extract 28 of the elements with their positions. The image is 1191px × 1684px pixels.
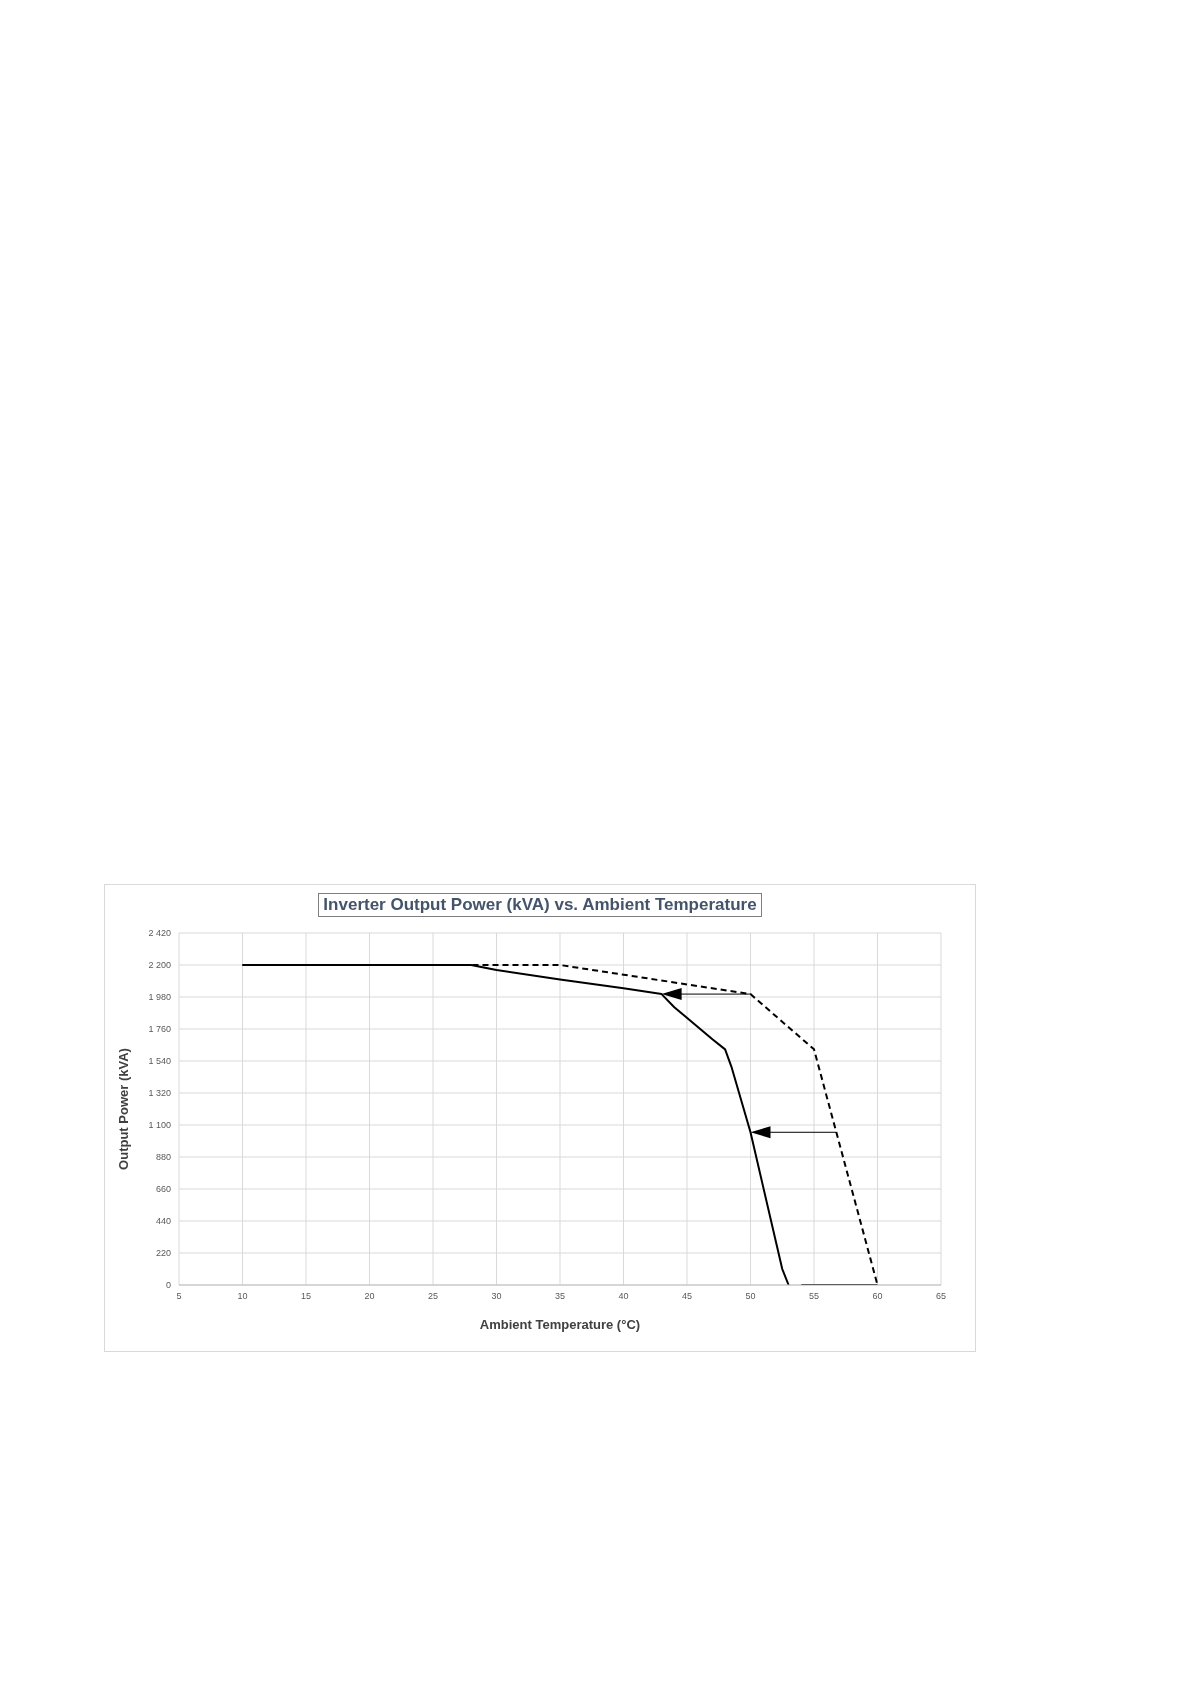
y-tick-label: 440	[155, 1216, 171, 1227]
y-axis-title: Output Power (kVA)	[115, 1048, 131, 1170]
chart-title: Inverter Output Power (kVA) vs. Ambient Temperature	[318, 893, 762, 917]
x-tick-label: 50	[745, 1291, 756, 1302]
y-tick-label: 2 200	[148, 960, 171, 971]
x-tick-label: 40	[618, 1291, 629, 1302]
y-tick-label: 1 760	[148, 1024, 171, 1035]
x-tick-label: 45	[681, 1291, 693, 1302]
y-tick-label: 2 420	[148, 928, 171, 939]
x-tick-label: 20	[364, 1291, 375, 1302]
y-tick-label: 1 320	[148, 1088, 171, 1099]
x-tick-label: 25	[427, 1291, 439, 1302]
x-tick-label: 30	[491, 1291, 502, 1302]
x-tick-label: 15	[300, 1291, 312, 1302]
y-tick-label: 1 540	[148, 1056, 171, 1067]
x-tick-label: 10	[237, 1291, 248, 1302]
y-tick-label: 880	[155, 1152, 171, 1163]
y-tick-label: 1 980	[148, 992, 171, 1003]
x-tick-label: 65	[935, 1291, 947, 1302]
x-tick-label: 55	[808, 1291, 820, 1302]
x-tick-label: 35	[554, 1291, 566, 1302]
x-tick-label: 5	[176, 1291, 182, 1302]
y-tick-label: 0	[165, 1280, 171, 1291]
y-tick-label: 220	[155, 1248, 171, 1259]
y-tick-label: 1 100	[148, 1120, 171, 1131]
x-tick-label: 60	[872, 1291, 883, 1302]
x-axis-title: Ambient Temperature (°C)	[479, 1317, 641, 1332]
y-tick-label: 660	[155, 1184, 171, 1195]
